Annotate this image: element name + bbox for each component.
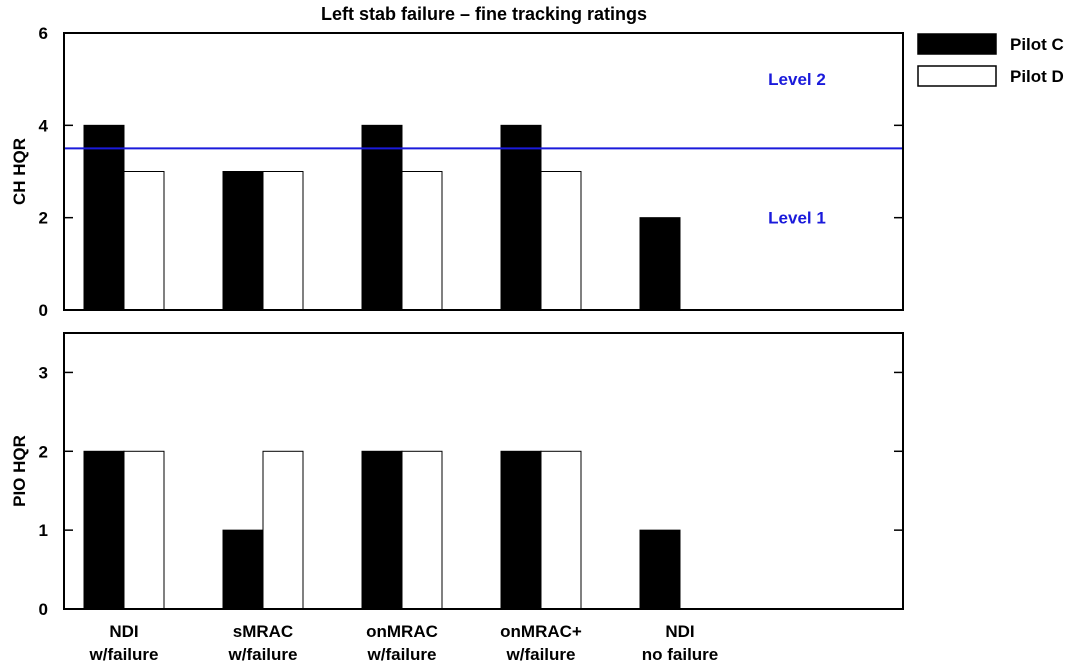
x-tick-label: onMRAC+ w/failure xyxy=(500,622,582,664)
bar-pilot-d-3 xyxy=(401,171,443,311)
plot-frame xyxy=(63,332,904,610)
y-tick-label: 0 xyxy=(39,301,48,320)
bar-pilot-d-1 xyxy=(123,171,165,311)
y-tick-label: 0 xyxy=(39,600,48,619)
y-axis-label: PIO HQR xyxy=(10,435,29,507)
bar-pilot-c-3 xyxy=(361,124,403,311)
y-tick-label: 3 xyxy=(39,363,48,382)
y-tick-label: 1 xyxy=(39,521,48,540)
legend-label: Pilot D xyxy=(1010,67,1064,86)
level-annotation: Level 1 xyxy=(768,209,826,228)
panel-1: Level 2 Level 1 0 2 4 6 CH HQR xyxy=(10,24,904,320)
legend-label: Pilot C xyxy=(1010,35,1064,54)
category-labels: NDI w/failure sMRAC w/failure onMRAC w/failur… xyxy=(89,622,719,664)
bar-pilot-d-4 xyxy=(540,171,582,311)
x-tick-label: NDI w/failure xyxy=(89,622,159,664)
panel-2: 0 1 2 3 PIO HQR xyxy=(10,332,904,619)
plot-frame xyxy=(63,32,904,311)
bar-pilot-c-2 xyxy=(222,529,264,610)
chart-title: Left stab failure – fine tracking rating… xyxy=(321,4,647,24)
bar-pilot-d-4 xyxy=(540,450,582,610)
y-tick-label: 4 xyxy=(39,116,49,135)
bar-pilot-c-1 xyxy=(83,124,125,311)
x-tick-label: sMRAC w/failure xyxy=(228,622,298,664)
y-tick-label: 2 xyxy=(39,209,48,228)
y-axis-label: CH HQR xyxy=(10,138,29,205)
y-tick-label: 6 xyxy=(39,24,48,43)
plot-panels: Level 2 Level 1 0 2 4 6 CH HQR 0 1 2 3 PIO HQR xyxy=(10,24,904,619)
bar-pilot-c-4 xyxy=(500,450,542,610)
legend-swatch xyxy=(917,33,997,55)
bar-pilot-d-3 xyxy=(401,450,443,610)
bar-pilot-c-1 xyxy=(83,450,125,610)
bar-pilot-c-3 xyxy=(361,450,403,610)
bar-pilot-c-2 xyxy=(222,171,264,311)
x-tick-label: NDI no failure xyxy=(642,622,719,664)
level-annotation: Level 2 xyxy=(768,70,826,89)
legend: Pilot C Pilot D xyxy=(917,33,1064,87)
x-tick-label: onMRAC w/failure xyxy=(366,622,438,664)
y-tick-label: 2 xyxy=(39,442,48,461)
bar-pilot-c-5 xyxy=(639,217,681,311)
bar-pilot-d-2 xyxy=(262,171,304,311)
legend-swatch xyxy=(917,65,997,87)
bar-pilot-c-5 xyxy=(639,529,681,610)
bar-pilot-d-2 xyxy=(262,450,304,610)
bar-pilot-c-4 xyxy=(500,124,542,311)
bar-pilot-d-1 xyxy=(123,450,165,610)
